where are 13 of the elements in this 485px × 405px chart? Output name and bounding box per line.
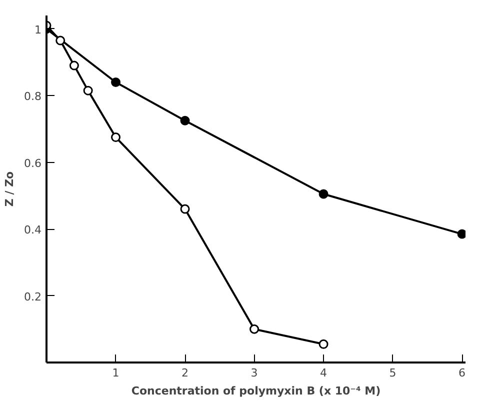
y-tick-label: 0.8: [24, 90, 42, 104]
y-tick-label: 1: [34, 23, 42, 36]
x-tick-label: 6: [458, 366, 466, 380]
x-axis-title: Concentration of polymyxin B (x 10⁻⁴ M): [131, 384, 381, 398]
y-tick-label: 0.2: [24, 290, 42, 304]
y-tick-label: 0.4: [24, 224, 42, 237]
y-axis-title: Z / Zo: [3, 170, 16, 207]
x-tick-label: 4: [320, 366, 328, 380]
x-tick-label: 3: [250, 366, 258, 380]
x-tick-label: 5: [389, 366, 396, 380]
y-tick-label: 0.6: [24, 156, 42, 170]
x-tick-label: 1: [112, 366, 120, 380]
x-tick-label: 2: [182, 366, 189, 380]
